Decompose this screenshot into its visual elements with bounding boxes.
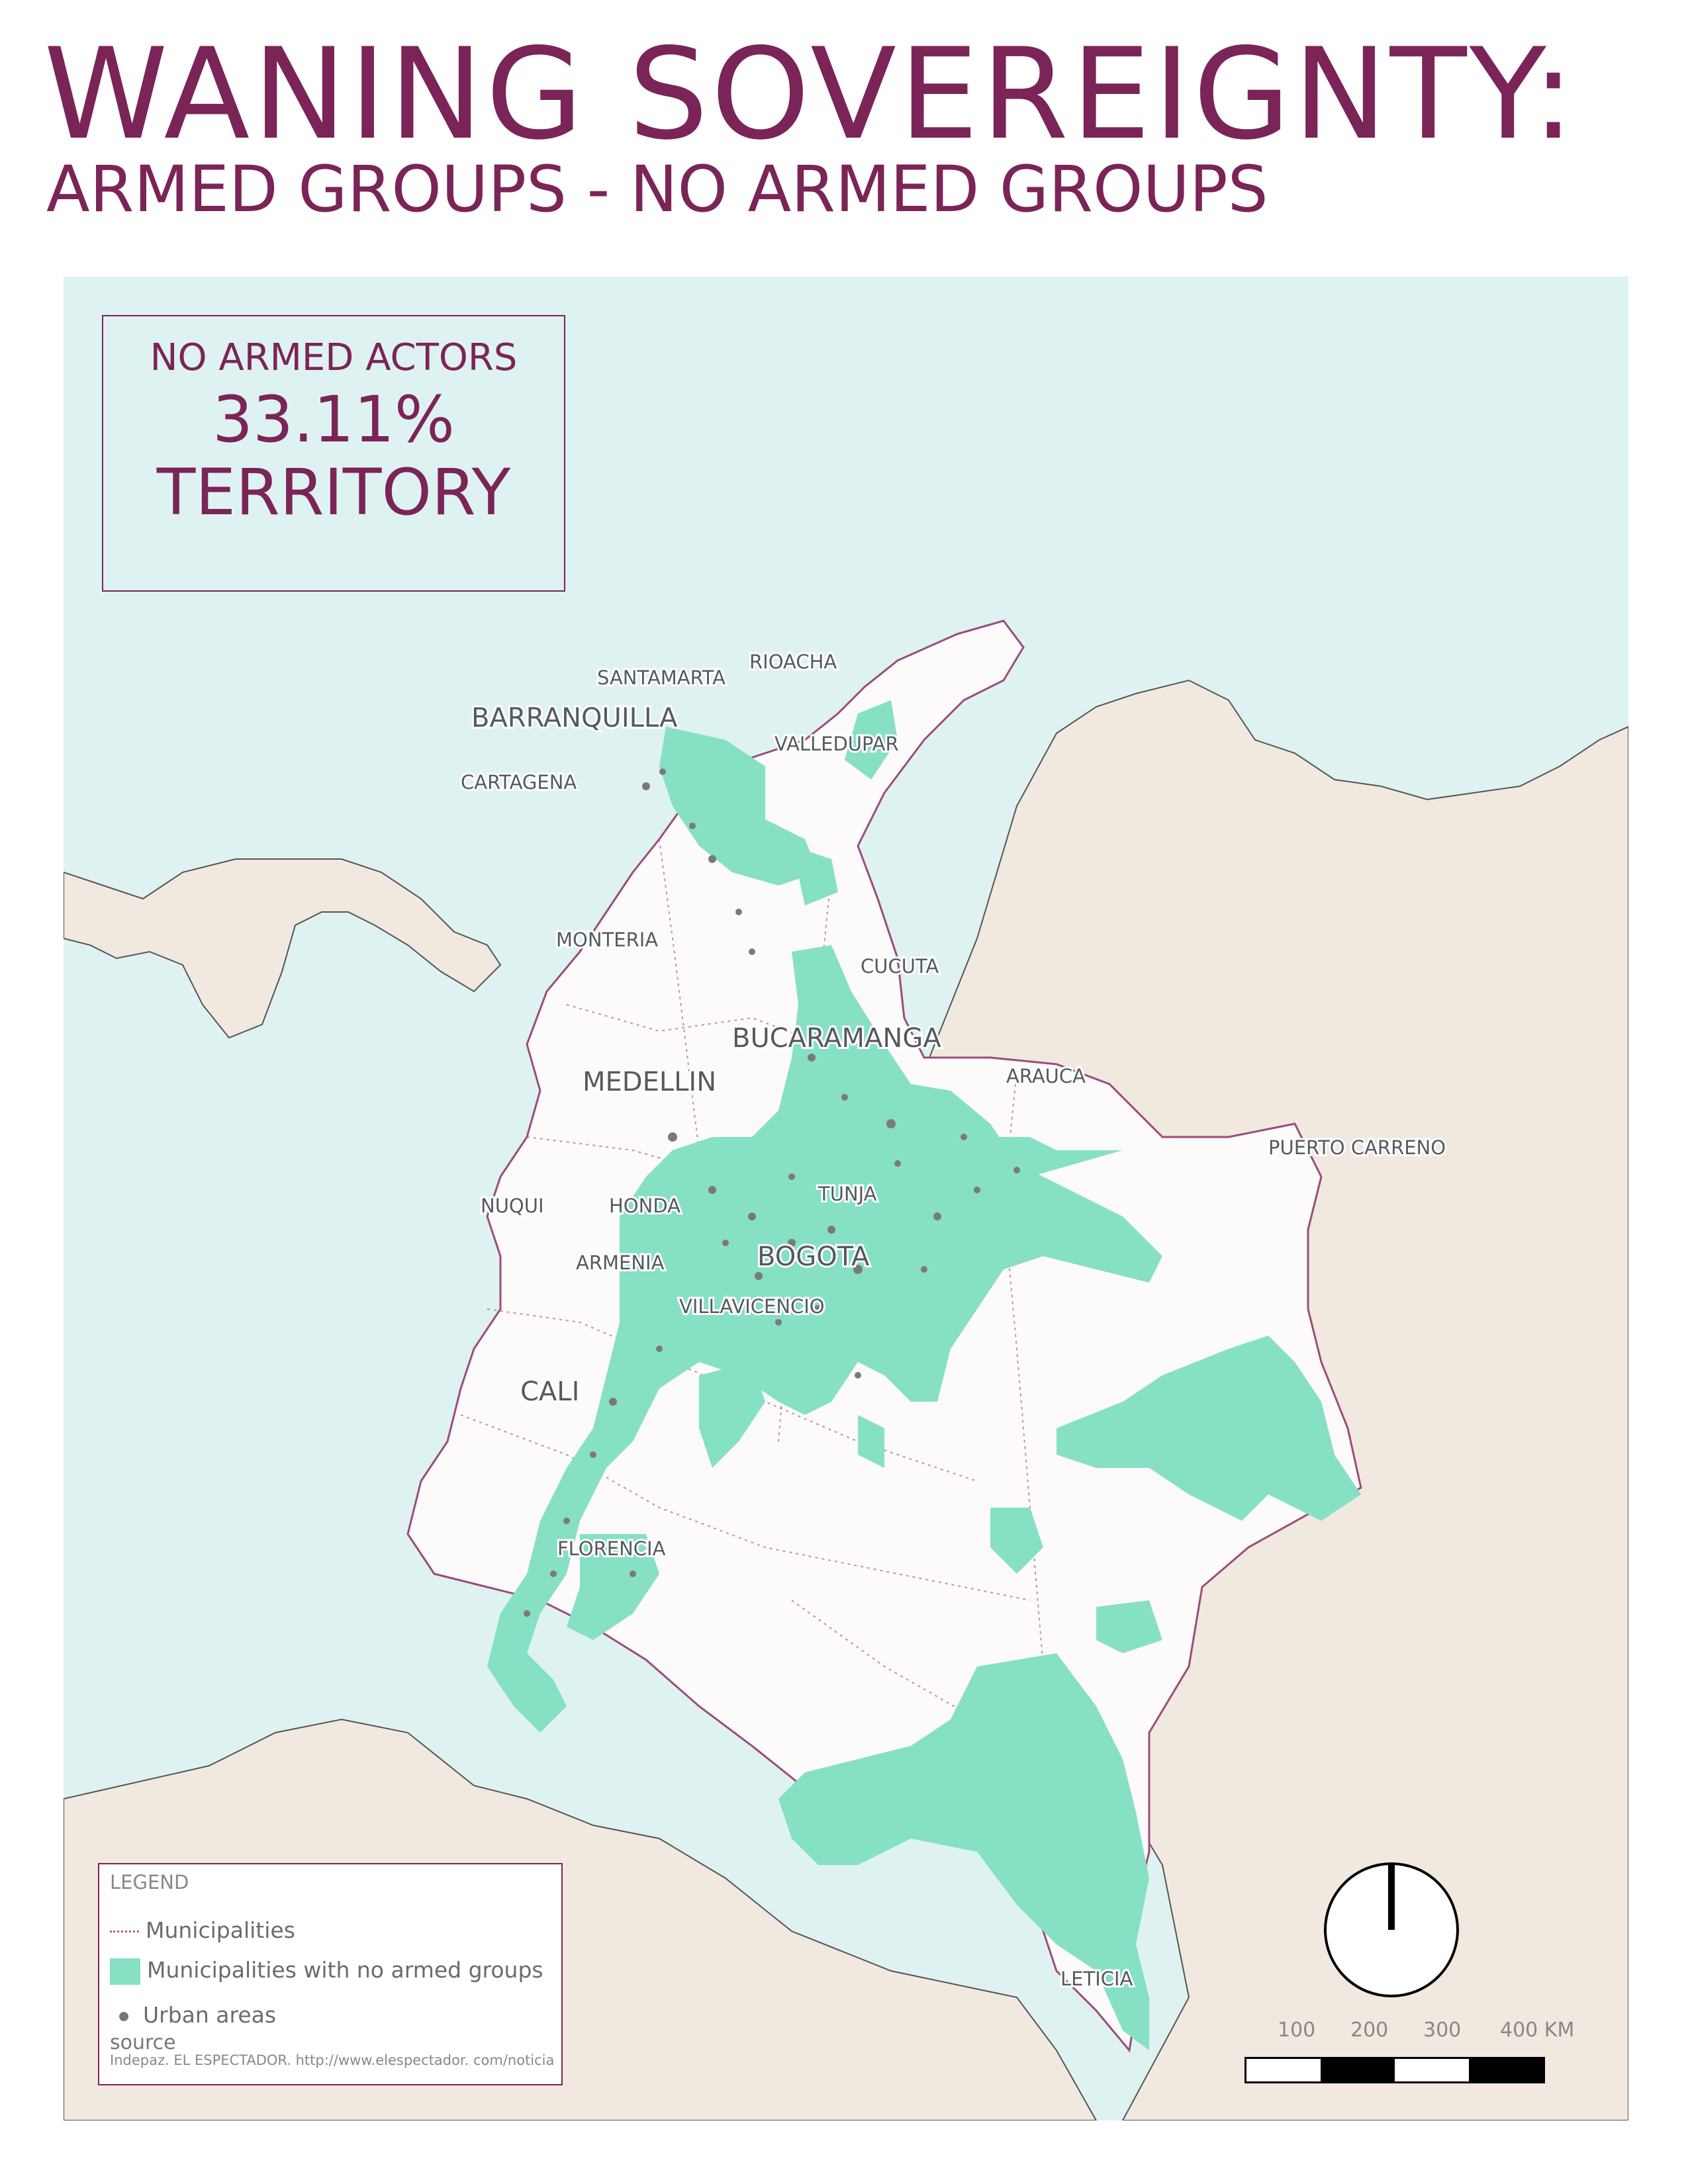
city-label-villavicencio: VILLAVICENCIO xyxy=(679,1295,825,1318)
city-label-monteria: MONTERIA xyxy=(556,929,658,951)
legend-source-label: source xyxy=(110,2031,176,2054)
colombia-map[interactable]: RIOACHA SANTAMARTA BARRANQUILLA VALLEDUP… xyxy=(64,277,1628,2120)
green-swatch-icon xyxy=(110,1958,140,1985)
stat-caption: NO ARMED ACTORS xyxy=(150,336,518,379)
city-label-santamarta: SANTAMARTA xyxy=(597,666,726,689)
scale-bar: 100 200 300 400 KM xyxy=(1244,2019,1574,2091)
city-label-arauca: ARAUCA xyxy=(1006,1065,1086,1087)
map-subtitle: ARMED GROUPS - NO ARMED GROUPS xyxy=(46,152,1268,226)
scale-label-200: 200 xyxy=(1350,2019,1389,2042)
legend-item-urban-areas: Urban areas xyxy=(110,2002,276,2028)
stat-unit: TERRITORY xyxy=(156,455,511,529)
scale-bar-segments xyxy=(1244,2057,1545,2083)
city-label-rioacha: RIOACHA xyxy=(749,651,837,673)
stat-value: 33.11% xyxy=(212,383,455,457)
city-label-armenia: ARMENIA xyxy=(576,1251,665,1274)
dot-icon xyxy=(119,2011,128,2021)
legend-label-no-armed-groups: Municipalities with no armed groups xyxy=(147,1957,543,1983)
city-label-tunja: TUNJA xyxy=(818,1183,877,1205)
urban-areas xyxy=(524,768,1020,1617)
city-label-leticia: LETICIA xyxy=(1060,1968,1133,1990)
legend-item-no-armed-groups: Municipalities with no armed groups xyxy=(110,1957,543,1985)
city-label-cartagena: CARTAGENA xyxy=(461,771,577,794)
north-arrow-icon xyxy=(1324,1862,1459,1997)
city-label-valledupar: VALLEDUPAR xyxy=(774,733,899,755)
city-label-medellin: MEDELLIN xyxy=(583,1067,716,1097)
city-label-bucaramanga: BUCARAMANGA xyxy=(732,1023,941,1054)
scale-label-100: 100 xyxy=(1278,2019,1316,2042)
map-frame[interactable]: RIOACHA SANTAMARTA BARRANQUILLA VALLEDUP… xyxy=(64,277,1628,2120)
city-label-cucuta: CUCUTA xyxy=(861,955,939,978)
legend-title: LEGEND xyxy=(110,1871,189,1893)
city-label-puerto-carreno: PUERTO CARRENO xyxy=(1268,1136,1446,1159)
legend: LEGEND Municipalities Municipalities wit… xyxy=(98,1863,563,2085)
legend-source-text: Indepaz. EL ESPECTADOR. http://www.elesp… xyxy=(110,2052,553,2068)
legend-label-urban-areas: Urban areas xyxy=(143,2002,277,2028)
city-label-barranquilla: BARRANQUILLA xyxy=(471,703,678,733)
city-label-florencia: FLORENCIA xyxy=(557,1537,666,1560)
city-label-bogota: BOGOTA xyxy=(757,1242,870,1272)
panama-land xyxy=(64,858,502,1039)
legend-item-municipalities: Municipalities xyxy=(110,1917,295,1943)
territory-stat-box: NO ARMED ACTORS 33.11% TERRITORY xyxy=(102,315,565,592)
dotted-line-icon xyxy=(110,1931,139,1933)
legend-label-municipalities: Municipalities xyxy=(146,1917,295,1943)
scale-label-300: 300 xyxy=(1423,2019,1462,2042)
scale-label-400-km: 400 KM xyxy=(1500,2019,1575,2042)
city-label-cali: CALI xyxy=(520,1377,579,1407)
city-label-nuqui: NUQUI xyxy=(481,1195,544,1217)
no-armed-groups-areas xyxy=(487,700,1361,2050)
map-title: WANING SOVEREIGNTY: xyxy=(44,21,1577,167)
city-label-honda: HONDA xyxy=(609,1195,680,1217)
